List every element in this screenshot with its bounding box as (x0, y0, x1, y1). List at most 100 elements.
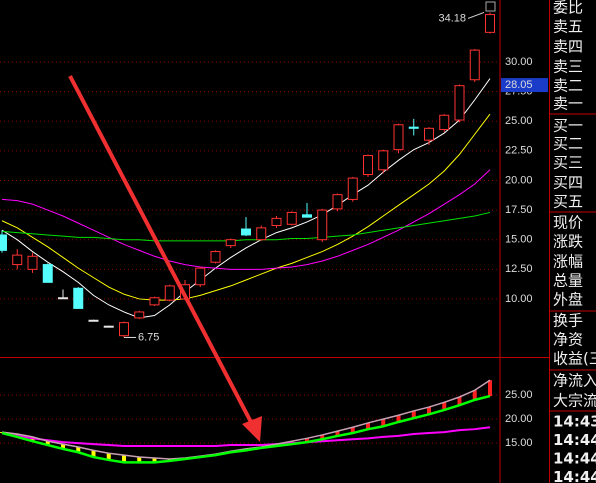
side-label: 净资 (553, 331, 583, 349)
flow-bar (427, 407, 431, 415)
line-series (1, 78, 491, 319)
side-label: 买五 (553, 193, 583, 211)
side-time: 14:44 (553, 468, 596, 483)
candle-body (225, 239, 236, 247)
candle-body (439, 114, 450, 131)
y-tick-label: 12.50 (505, 263, 533, 275)
candle-body (256, 227, 267, 241)
side-label: 委比 (553, 0, 583, 17)
side-label: 卖一 (553, 95, 583, 113)
y-tick-label: 15.00 (505, 234, 533, 246)
side-label: 大宗流 (553, 392, 596, 410)
flow-bar (335, 431, 340, 436)
flow-bar (76, 446, 81, 453)
flow-bar (320, 434, 325, 440)
side-label: 买四 (553, 174, 583, 192)
candle-body (378, 150, 389, 171)
flow-bar (45, 441, 50, 446)
side-label: 买二 (553, 135, 583, 153)
side-time: 14:44 (553, 431, 596, 449)
candle-body (27, 255, 38, 270)
candle-body (12, 254, 23, 266)
flow-bar (488, 380, 492, 397)
candle-body (454, 85, 465, 121)
candle-body (302, 214, 312, 218)
candle-body (271, 217, 282, 226)
y-tick-label: 30.00 (505, 56, 533, 68)
flow-bar (381, 419, 386, 427)
candle-body (241, 228, 251, 236)
candle-body (408, 126, 419, 129)
candle-body (469, 49, 480, 81)
side-label: 卖四 (553, 38, 583, 56)
flow-bar (457, 396, 462, 406)
candle-body (103, 325, 114, 328)
side-label: 收益(三 (553, 350, 596, 368)
side-label: 涨幅 (553, 253, 583, 271)
line-series (1, 169, 491, 270)
low-label: 6.75 (138, 331, 159, 343)
line-series (1, 211, 491, 242)
flow-bar (61, 444, 65, 449)
candle-body (195, 267, 206, 286)
side-label: 净流入 (553, 372, 596, 390)
candle-body (286, 211, 297, 225)
y-tick-label: 17.50 (505, 204, 533, 216)
line-series (1, 394, 491, 464)
y-tick-label: 20.00 (505, 174, 533, 186)
candle-body (485, 14, 495, 33)
side-label: 外盘 (553, 291, 583, 309)
side-label: 买一 (553, 117, 583, 135)
line-series (1, 113, 491, 301)
high-label: 34.18 (438, 12, 466, 24)
candle-body (424, 127, 434, 141)
candle-body (149, 297, 160, 306)
candle-body (347, 177, 358, 200)
candle-body (393, 124, 404, 151)
y-tick-label: 20.00 (505, 413, 533, 425)
side-time: 14:43 (553, 413, 596, 431)
annotation-arrow (68, 75, 262, 442)
candle-body (0, 234, 7, 251)
flow-bar (137, 457, 142, 463)
side-label: 卖二 (553, 77, 583, 95)
candle-body (210, 251, 221, 263)
side-label: 卖五 (553, 18, 583, 36)
flow-bar (305, 438, 309, 443)
side-label: 总量 (553, 272, 583, 290)
side-label: 卖三 (553, 58, 583, 76)
candle-body (88, 319, 99, 322)
flow-bar (396, 415, 401, 422)
side-label: 现价 (553, 214, 583, 232)
candle-body (73, 287, 84, 309)
candle-body (42, 264, 53, 283)
flow-bar (152, 458, 157, 463)
flow-bar (122, 455, 126, 463)
y-tick-label: 10.00 (505, 293, 533, 305)
side-label: 涨跌 (553, 233, 583, 251)
line-series (1, 379, 491, 460)
flow-bar (91, 450, 96, 458)
candle-body (332, 194, 343, 210)
flow-bar (472, 390, 477, 400)
candle-body (58, 297, 68, 300)
flow-bar (350, 427, 355, 434)
y-tick-label: 25.00 (505, 115, 533, 127)
panel-button[interactable] (485, 1, 496, 12)
candle-body (317, 209, 328, 241)
side-label: 买三 (553, 154, 583, 172)
flow-bar (366, 422, 370, 430)
candle-body (134, 311, 145, 319)
candle-body (363, 155, 373, 176)
flow-bar (106, 453, 111, 460)
candle-body (164, 285, 175, 301)
flow-bar (411, 410, 416, 419)
last-price-label: 28.05 (505, 79, 533, 91)
y-tick-label: 22.50 (505, 145, 533, 157)
candle-body (119, 322, 129, 337)
side-time: 14:44 (553, 450, 596, 468)
y-tick-label: 15.00 (505, 437, 533, 449)
flow-bar (442, 402, 447, 410)
